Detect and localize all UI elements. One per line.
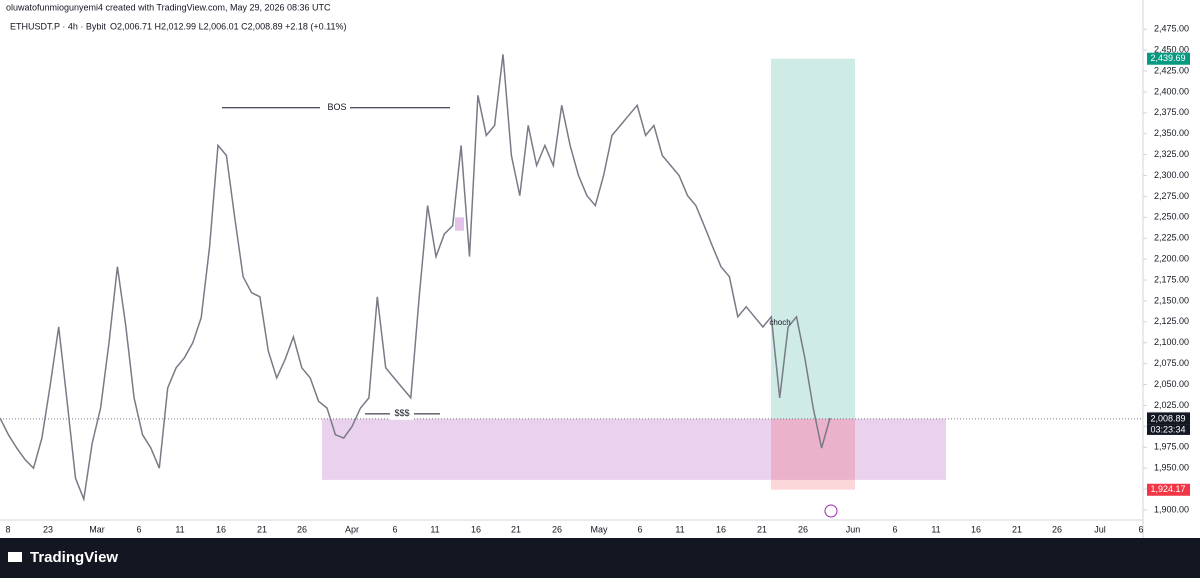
x-tick-label: Jun	[846, 524, 861, 534]
price-label-bg	[1147, 483, 1190, 496]
y-tick-label: 2,175.00	[1154, 274, 1189, 284]
price-line	[0, 54, 831, 502]
x-tick-label: 26	[297, 524, 307, 534]
x-tick-label: 21	[1012, 524, 1022, 534]
x-tick-label: 11	[931, 524, 940, 534]
x-tick-label: 26	[552, 524, 562, 534]
y-tick-label: 2,350.00	[1154, 128, 1189, 138]
y-tick-label: 1,900.00	[1154, 504, 1189, 514]
x-tick-label: 6	[392, 524, 397, 534]
x-tick-label: 23	[43, 524, 53, 534]
footer-bar	[0, 538, 1200, 578]
x-tick-label: May	[590, 524, 608, 534]
y-tick-label: 2,250.00	[1154, 212, 1189, 222]
y-tick-label: 2,475.00	[1154, 24, 1189, 34]
countdown: 03:23:34	[1150, 424, 1185, 434]
x-tick-label: Jul	[1094, 524, 1106, 534]
y-tick-label: 2,100.00	[1154, 337, 1189, 347]
x-tick-label: Apr	[345, 524, 359, 534]
brand: TradingView	[30, 549, 118, 566]
y-tick-label: 2,150.00	[1154, 295, 1189, 305]
x-tick-label: 26	[1052, 524, 1062, 534]
y-tick-label: 2,225.00	[1154, 233, 1189, 243]
y-tick-label: 2,025.00	[1154, 400, 1189, 410]
x-tick-label: 21	[757, 524, 767, 534]
logo	[8, 552, 22, 562]
y-tick-label: 2,200.00	[1154, 254, 1189, 264]
price-label: 1,924.17	[1150, 484, 1185, 494]
stop-zone	[771, 418, 855, 490]
x-tick-label: 21	[257, 524, 267, 534]
ohlc: O2,006.71 H2,012.99 L2,006.01 C2,008.89 …	[110, 21, 347, 31]
y-tick-label: 2,075.00	[1154, 358, 1189, 368]
fvg-box	[455, 217, 464, 231]
label-bg	[320, 101, 350, 114]
y-tick-label: 2,375.00	[1154, 107, 1189, 117]
x-tick-label: Mar	[89, 524, 105, 534]
x-tick-label: 16	[971, 524, 981, 534]
price-label-bg	[1147, 412, 1190, 425]
y-tick-label: 2,300.00	[1154, 170, 1189, 180]
x-tick-label: 11	[175, 524, 184, 534]
x-tick-label: 6	[136, 524, 141, 534]
x-tick-label: 11	[430, 524, 439, 534]
annotation: choch	[769, 318, 790, 327]
x-tick-label: 21	[511, 524, 521, 534]
x-tick-label: 16	[216, 524, 226, 534]
event-icon	[824, 504, 838, 518]
x-tick-label: 16	[716, 524, 726, 534]
x-tick-label: 26	[798, 524, 808, 534]
x-tick-label: 6	[1138, 524, 1143, 534]
y-tick-label: 2,400.00	[1154, 86, 1189, 96]
y-tick-label: 2,450.00	[1154, 44, 1189, 54]
label-bg	[390, 407, 414, 420]
annotation: BOS	[327, 102, 346, 112]
price-label: 2,008.89	[1150, 413, 1185, 423]
y-tick-label: 2,125.00	[1154, 316, 1189, 326]
price-label: 2,439.69	[1150, 53, 1185, 63]
purple-zone	[322, 418, 946, 480]
x-tick-label: 16	[471, 524, 481, 534]
annotation: $$$	[394, 408, 409, 418]
symbol: ETHUSDT.P · 4h · Bybit	[10, 21, 106, 31]
credit: oluwatofunmiogunyemi4 created with Tradi…	[6, 2, 331, 12]
x-tick-label: 6	[637, 524, 642, 534]
x-tick-label: 6	[892, 524, 897, 534]
y-tick-label: 2,425.00	[1154, 65, 1189, 75]
x-tick-label: 11	[675, 524, 684, 534]
y-tick-label: 2,275.00	[1154, 191, 1189, 201]
y-tick-label: 1,950.00	[1154, 463, 1189, 473]
price-label-bg	[1147, 52, 1190, 65]
y-tick-label: 2,050.00	[1154, 379, 1189, 389]
y-tick-label: 1,975.00	[1154, 442, 1189, 452]
y-tick-label: 2,325.00	[1154, 149, 1189, 159]
x-tick-label: 8	[5, 524, 10, 534]
countdown-bg	[1147, 424, 1190, 435]
